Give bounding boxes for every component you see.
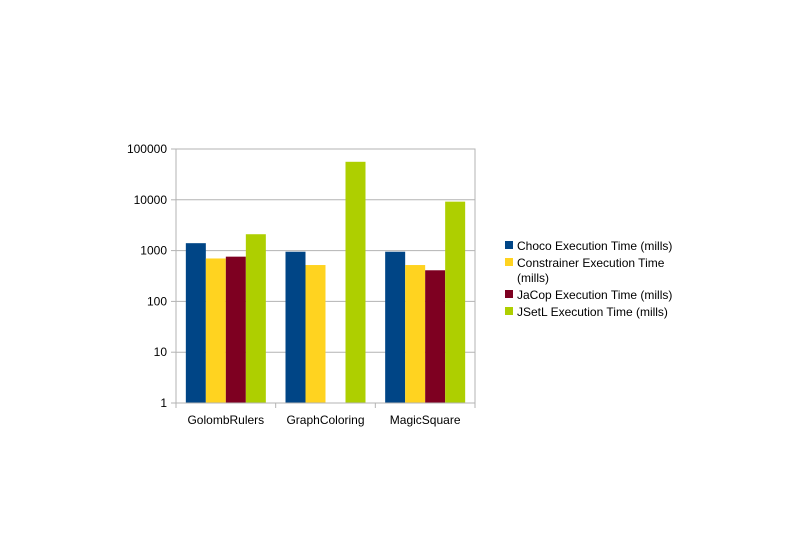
bar bbox=[225, 256, 246, 403]
x-tick-labels: GolombRulers GraphColoring MagicSquare bbox=[187, 413, 460, 427]
y-tick-labels: 1 10 100 1000 10000 100000 bbox=[127, 142, 167, 410]
x-tick-label: MagicSquare bbox=[390, 413, 461, 427]
legend: Choco Execution Time (mills) Constrainer … bbox=[505, 239, 672, 319]
legend-label: (mills) bbox=[517, 271, 549, 285]
legend-label: Choco Execution Time (mills) bbox=[517, 239, 672, 253]
bar bbox=[205, 258, 226, 403]
bar bbox=[385, 251, 406, 403]
y-tick-label: 1000 bbox=[140, 244, 167, 258]
bar bbox=[245, 234, 266, 403]
legend-swatch bbox=[505, 290, 513, 298]
legend-swatch bbox=[505, 307, 513, 315]
legend-swatch bbox=[505, 241, 513, 249]
bars bbox=[185, 161, 466, 403]
plot-frame bbox=[175, 148, 476, 404]
y-tick-label: 100000 bbox=[127, 142, 167, 156]
legend-label: JSetL Execution Time (mills) bbox=[517, 305, 668, 319]
legend-label: JaCop Execution Time (mills) bbox=[517, 288, 672, 302]
bar bbox=[425, 270, 446, 403]
x-tick-label: GraphColoring bbox=[286, 413, 364, 427]
y-tick-label: 100 bbox=[147, 294, 167, 308]
legend-swatch bbox=[505, 258, 513, 266]
bar bbox=[345, 161, 366, 403]
bar bbox=[305, 265, 326, 403]
axes bbox=[171, 148, 476, 408]
x-tick-label: GolombRulers bbox=[187, 413, 264, 427]
y-tick-label: 1 bbox=[160, 396, 167, 410]
bar bbox=[405, 265, 426, 403]
bar bbox=[285, 251, 306, 403]
bar bbox=[445, 201, 466, 403]
y-tick-label: 10000 bbox=[134, 193, 168, 207]
y-tick-label: 10 bbox=[154, 345, 168, 359]
legend-label: Constrainer Execution Time bbox=[517, 256, 665, 270]
bar bbox=[185, 243, 206, 403]
